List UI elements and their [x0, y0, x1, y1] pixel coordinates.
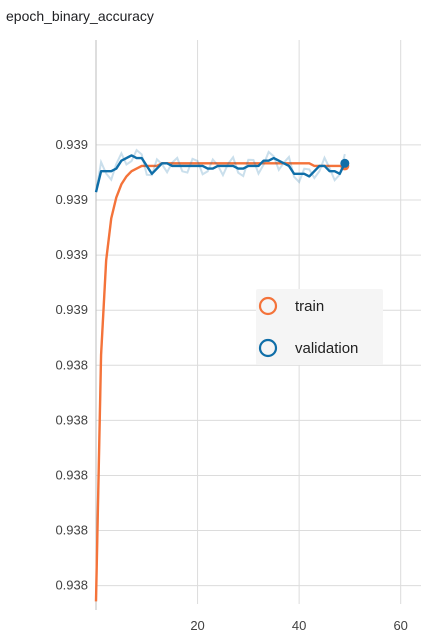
grid	[95, 40, 421, 610]
x-axis-ticks: 20 40 60	[190, 618, 408, 633]
x-tick-label: 40	[292, 618, 306, 633]
legend-validation-label: validation	[295, 340, 358, 357]
y-tick-label: 0.939	[55, 247, 88, 262]
series-line-validation	[94, 154, 346, 193]
chart-title: epoch_binary_accuracy	[6, 8, 154, 24]
y-tick-label: 0.938	[55, 412, 88, 427]
series-raw-train	[95, 162, 345, 602]
y-tick-label: 0.938	[55, 467, 88, 482]
legend-train-marker	[258, 296, 278, 316]
legend-background	[256, 289, 383, 365]
y-tick-label: 0.939	[55, 302, 88, 317]
series-layer	[94, 148, 350, 602]
y-tick-label: 0.938	[55, 523, 88, 538]
legend-train-label: train	[295, 298, 324, 315]
legend: train validation	[256, 289, 383, 365]
y-tick-label: 0.939	[55, 192, 88, 207]
series-raw-validation	[95, 148, 346, 193]
x-tick-label: 20	[190, 618, 204, 633]
y-axis-ticks: 0.938 0.938 0.938 0.938 0.938 0.939 0.939 0.939…	[55, 137, 88, 593]
x-tick-label: 60	[393, 618, 407, 633]
y-tick-label: 0.938	[55, 357, 88, 372]
y-tick-label: 0.939	[55, 137, 88, 152]
series-endpoint-validation	[340, 158, 350, 168]
legend-validation-marker	[258, 338, 278, 358]
series-line-train	[94, 162, 345, 602]
y-tick-label: 0.938	[55, 578, 88, 593]
